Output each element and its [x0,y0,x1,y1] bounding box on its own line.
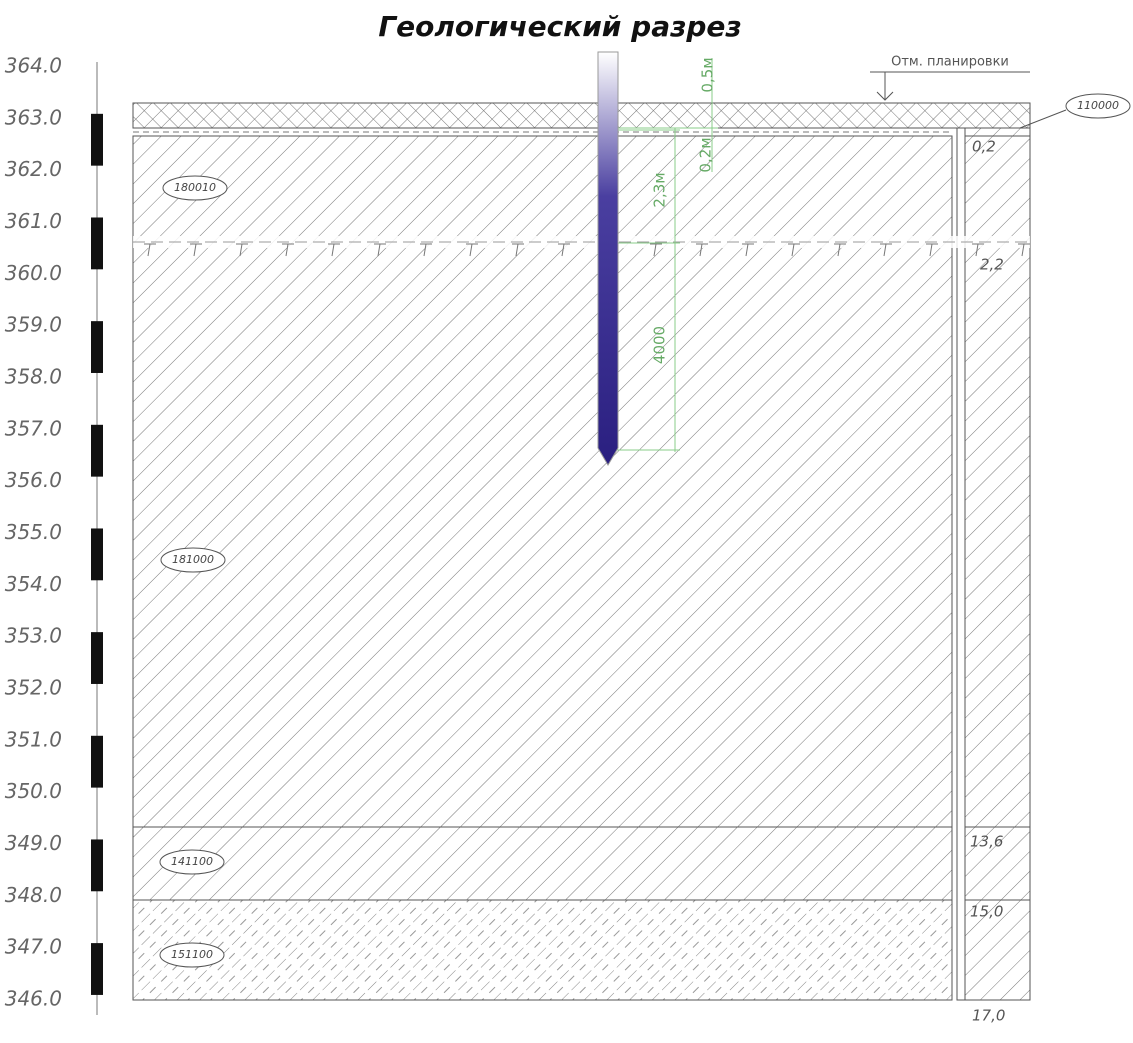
elevation-label: 346.0 [5,986,62,1010]
elevation-label: 354.0 [5,572,62,596]
elevation-label: 358.0 [5,364,62,388]
scale-block [91,839,103,892]
elevation-label: 361.0 [5,209,62,233]
layer-clay [132,899,953,1001]
water-tick [699,243,703,257]
elevation-label: 355.0 [5,520,62,544]
water-tick [193,243,197,257]
water-tick [1021,243,1025,257]
water-tick [285,243,289,257]
elevation-label: 362.0 [5,157,62,181]
scale-block [91,528,103,581]
scale-block [91,217,103,270]
scale-block [91,735,103,788]
water-tick [653,243,657,257]
elevation-label: 351.0 [5,727,62,751]
water-tick [883,243,887,257]
water-tick [147,243,151,257]
scale-block [91,321,103,373]
layer-code: 151100 [171,948,213,961]
elevation-label: 364.0 [5,54,62,78]
code-ellipse [159,942,225,968]
title: Геологический разрез [378,10,741,43]
code-ellipse [160,547,226,573]
dimension-label: 0,5м [699,57,717,92]
water-tick [469,243,473,257]
water-tick [745,243,749,257]
water-tick [929,243,933,257]
elevation-label: 352.0 [5,675,62,699]
water-tick [239,243,243,257]
elevation-label: 350.0 [5,779,62,803]
boring-log [964,127,1031,1001]
elevation-mark-label: Отм. планировки [891,55,1009,70]
water-tick [515,243,519,257]
dimension-label: 2,3м [651,172,669,207]
elevation-label: 357.0 [5,416,62,440]
water-tick [975,243,979,257]
layer-code: 110000 [1077,99,1119,112]
water-tick [423,243,427,257]
layer-code: 181000 [172,553,214,566]
depth-label: 2,2 [980,256,1004,274]
elevation-label: 348.0 [5,883,62,907]
dimension-label: 0,2м [697,137,715,172]
code-ellipse [1065,93,1131,119]
water-tick [791,243,795,257]
water-band [133,236,1030,248]
depth-label: 0,2 [972,138,996,156]
code-ellipse [162,175,228,201]
elevation-label: 360.0 [5,261,62,285]
elevation-label: 356.0 [5,468,62,492]
depth-label: 13,6 [970,833,1003,851]
depth-label: 17,0 [972,1007,1005,1025]
boring-column [956,127,966,1001]
dimension-label: 4000 [651,326,669,364]
elevation-label: 359.0 [5,313,62,337]
elevation-label: 349.0 [5,831,62,855]
dimension-lines [615,58,718,452]
scale-block [91,943,103,995]
pile [597,51,619,466]
elevation-label: 363.0 [5,105,62,129]
fill-layer [132,102,1031,129]
scale-block [91,632,103,684]
depth-label: 15,0 [970,903,1003,921]
water-tick [561,243,565,257]
leader [1019,109,1067,129]
elevation-scale: 364.0 363.0 362.0 361.0 360.0 359.0 358.0 357.0… [5,54,103,1015]
water-tick [837,243,841,257]
layer-sand [132,826,953,901]
elevation-label: 353.0 [5,624,62,648]
water-tick [377,243,381,257]
elevation-label: 347.0 [5,935,62,959]
scale-block [91,113,103,166]
scale-block [91,424,103,477]
water-tick [331,243,335,257]
water-ticks [144,243,1030,257]
code-ellipse [159,849,225,875]
mark-arrowhead [876,91,894,101]
layer-code: 180010 [174,181,216,194]
layer-code: 141100 [171,855,213,868]
